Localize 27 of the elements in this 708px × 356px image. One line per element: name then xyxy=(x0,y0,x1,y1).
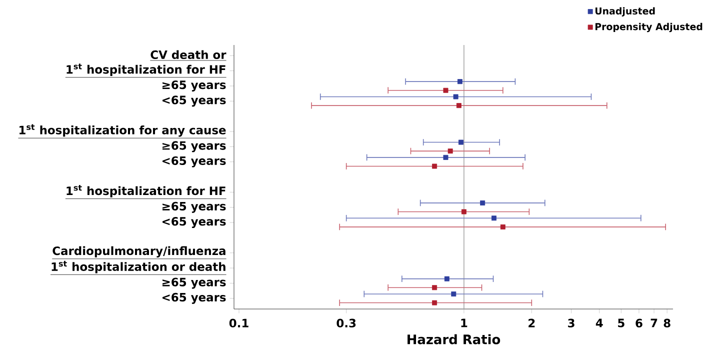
x-tick-label: 7 xyxy=(650,318,658,328)
x-tick-label: 0.3 xyxy=(336,318,356,328)
y-tick-label: CV death or xyxy=(150,50,226,60)
y-tick-label: <65 years xyxy=(162,96,226,107)
y-tick-label: ≥65 years xyxy=(162,80,226,92)
y-tick-label: ≥65 years xyxy=(162,141,226,152)
x-tick-label: 3 xyxy=(568,318,574,328)
x-tick-label: 8 xyxy=(664,318,670,328)
legend-label: Unadjusted xyxy=(595,7,655,16)
x-tick-label: 4 xyxy=(596,318,603,328)
y-tick-label: 1$^{st}$ hospitalization for any cause xyxy=(20,124,226,137)
y-tick-label: Cardiopulmonary/influenza xyxy=(52,246,226,258)
x-tick-label: 5 xyxy=(618,318,624,328)
y-tick-label: ≥65 years xyxy=(162,202,226,213)
y-tick-label: <65 years xyxy=(162,217,226,228)
y-tick-label: 1$^{st}$ hospitalization for HF xyxy=(66,185,226,198)
y-tick-label: ≥65 years xyxy=(162,278,226,289)
legend-label: Propensity Adjusted xyxy=(595,22,702,32)
y-tick-label: <65 years xyxy=(162,292,226,304)
x-tick-label: 2 xyxy=(528,318,535,328)
x-axis-title: Hazard Ratio xyxy=(408,334,500,344)
y-tick-label: 1$^{st}$ hospitalization or death xyxy=(52,260,226,274)
x-tick-label: 6 xyxy=(636,318,642,328)
y-tick-label: <65 years xyxy=(162,156,226,168)
y-tick-label: 1$^{st}$ hospitalization for HF xyxy=(66,64,226,76)
x-tick-label: 1 xyxy=(461,318,468,328)
x-tick-label: 0.1 xyxy=(229,318,248,328)
